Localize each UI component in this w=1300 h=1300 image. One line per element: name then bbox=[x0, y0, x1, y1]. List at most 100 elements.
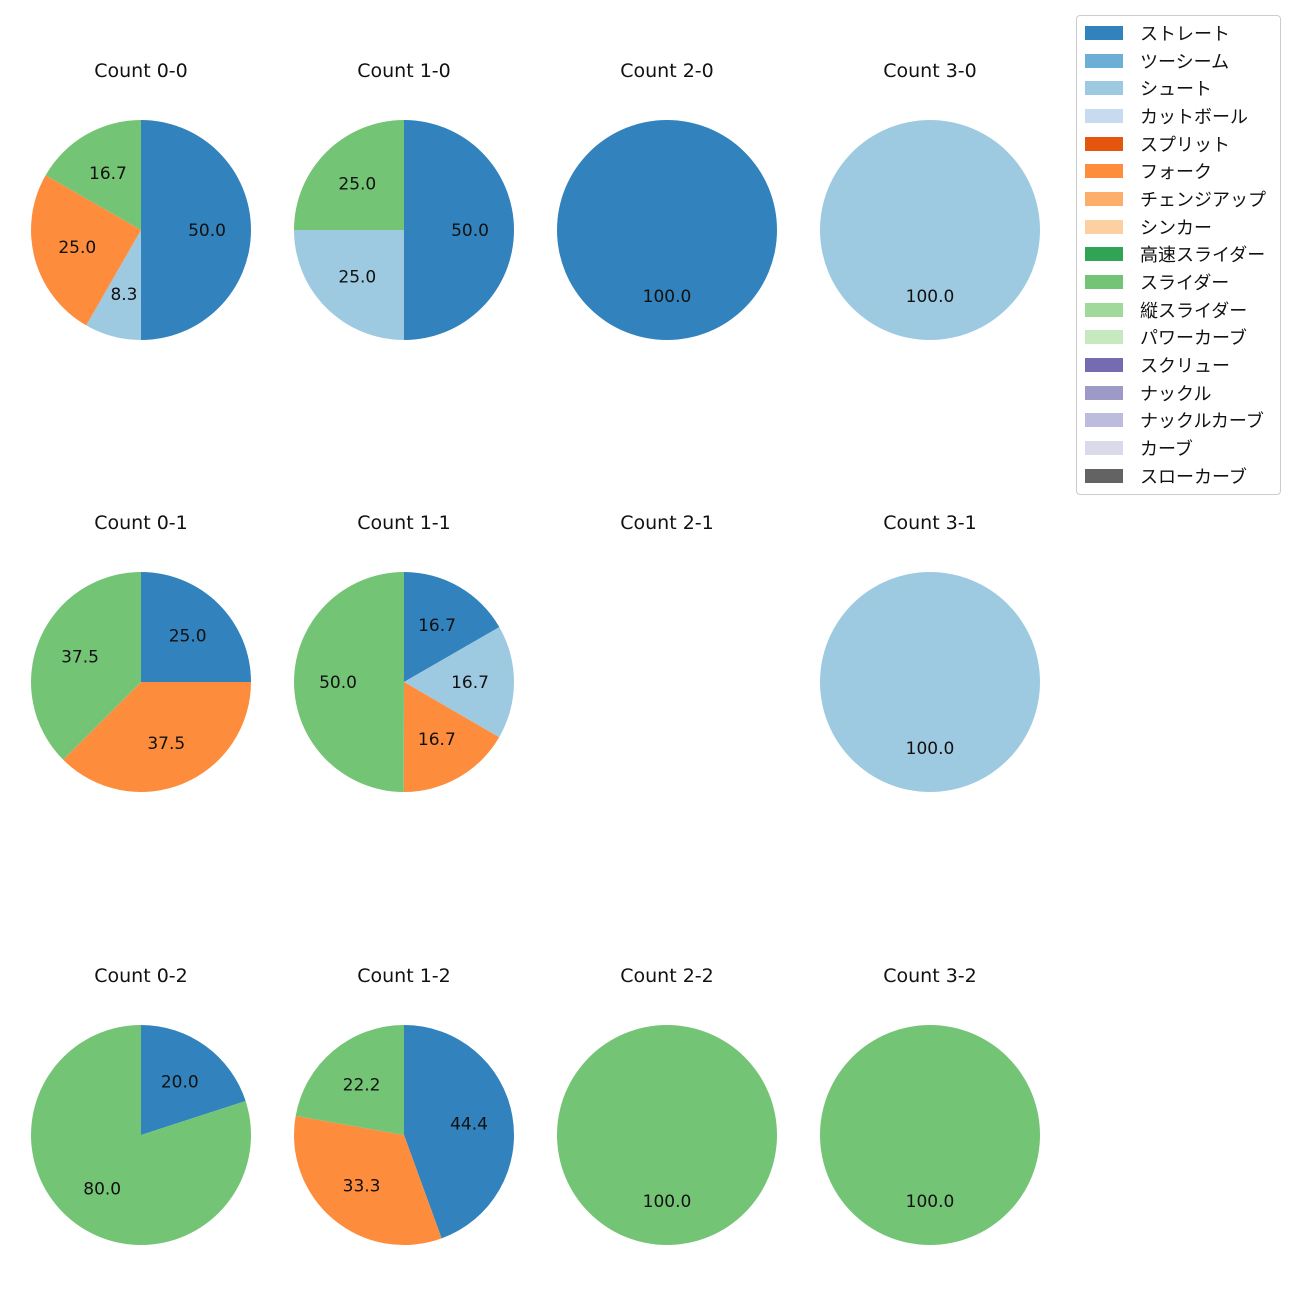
slice-label: 50.0 bbox=[451, 221, 489, 241]
pie-slice bbox=[295, 1025, 404, 1135]
legend-label: シンカー bbox=[1140, 217, 1212, 239]
slice-label: 25.0 bbox=[338, 174, 376, 194]
pie-title: Count 0-2 bbox=[94, 965, 188, 987]
slice-label: 22.2 bbox=[343, 1075, 381, 1095]
legend-swatch bbox=[1085, 53, 1123, 68]
slice-label: 16.7 bbox=[418, 730, 456, 750]
legend-item: ナックル bbox=[1077, 379, 1280, 407]
pie-slice bbox=[820, 572, 1040, 792]
legend-swatch bbox=[1085, 164, 1123, 179]
pie-title: Count 2-2 bbox=[620, 965, 714, 987]
legend-item: ストレート bbox=[1077, 19, 1280, 47]
pie-title: Count 2-0 bbox=[620, 60, 714, 82]
legend-item: カットボール bbox=[1077, 102, 1280, 130]
pie-title: Count 0-0 bbox=[94, 60, 188, 82]
pie-slice bbox=[86, 230, 141, 340]
slice-label: 25.0 bbox=[58, 238, 96, 258]
legend-item: スプリット bbox=[1077, 130, 1280, 158]
pie-slice bbox=[30, 175, 142, 326]
legend-swatch bbox=[1085, 136, 1123, 151]
pie-slice bbox=[45, 120, 141, 230]
slice-label: 80.0 bbox=[83, 1179, 121, 1199]
legend-item: スローカーブ bbox=[1077, 462, 1280, 490]
pie-slice bbox=[293, 1115, 442, 1245]
legend-item: 縦スライダー bbox=[1077, 296, 1280, 324]
slice-label: 50.0 bbox=[319, 673, 357, 693]
legend-item: ツーシーム bbox=[1077, 47, 1280, 75]
legend-label: 縦スライダー bbox=[1140, 300, 1248, 322]
legend-swatch bbox=[1085, 81, 1123, 96]
pie-slice bbox=[404, 120, 514, 340]
slice-label: 100.0 bbox=[643, 1192, 692, 1212]
legend-label: フォーク bbox=[1140, 162, 1212, 184]
pie-slice bbox=[141, 1025, 246, 1135]
pie-slice bbox=[820, 1025, 1040, 1245]
slice-label: 100.0 bbox=[906, 1192, 955, 1212]
slice-label: 100.0 bbox=[906, 739, 955, 759]
legend-label: スローカーブ bbox=[1140, 466, 1247, 488]
legend-swatch bbox=[1085, 441, 1123, 456]
legend-item: チェンジアップ bbox=[1077, 185, 1280, 213]
pie-count-0-2: Count 0-2 20.0 80.0 bbox=[30, 965, 251, 1245]
pie-slice bbox=[294, 230, 404, 340]
pie-slice bbox=[294, 572, 404, 792]
legend-label: ナックル bbox=[1140, 383, 1212, 405]
legend-swatch bbox=[1085, 275, 1123, 290]
pie-slice bbox=[141, 120, 251, 340]
legend-label: パワーカーブ bbox=[1140, 328, 1247, 350]
pie-slice bbox=[820, 120, 1040, 340]
legend-label: ストレート bbox=[1140, 23, 1230, 45]
pie-title: Count 3-0 bbox=[883, 60, 977, 82]
slice-label: 25.0 bbox=[338, 268, 376, 288]
pie-count-1-0: Count 1-0 50.0 25.0 25.0 bbox=[294, 60, 514, 340]
legend-swatch bbox=[1085, 330, 1123, 345]
pie-title: Count 1-1 bbox=[357, 512, 451, 534]
pie-count-2-2: Count 2-2 100.0 bbox=[557, 965, 777, 1245]
pie-title: Count 0-1 bbox=[94, 512, 188, 534]
pie-count-0-0: Count 0-0 50.0 8.3 25.0 16.7 bbox=[30, 60, 251, 340]
legend-swatch bbox=[1085, 413, 1123, 428]
legend-label: カーブ bbox=[1140, 439, 1193, 461]
pie-slice bbox=[141, 572, 251, 682]
pie-slice bbox=[404, 1025, 514, 1239]
slice-label: 37.5 bbox=[61, 648, 99, 668]
legend-label: カットボール bbox=[1140, 106, 1248, 128]
legend-item: スライダー bbox=[1077, 268, 1280, 296]
pie-slice bbox=[557, 1025, 777, 1245]
legend-item: カーブ bbox=[1077, 434, 1280, 462]
slice-label: 100.0 bbox=[906, 287, 955, 307]
legend-label: チェンジアップ bbox=[1140, 189, 1266, 211]
slice-label: 16.7 bbox=[89, 164, 127, 184]
pie-slice bbox=[404, 627, 514, 738]
slice-label: 44.4 bbox=[450, 1115, 488, 1135]
legend-item: パワーカーブ bbox=[1077, 324, 1280, 352]
pie-title: Count 1-0 bbox=[357, 60, 451, 82]
slice-label: 25.0 bbox=[169, 626, 207, 646]
pie-count-2-0: Count 2-0 100.0 bbox=[557, 60, 777, 340]
legend-item: ナックルカーブ bbox=[1077, 407, 1280, 435]
slice-label: 8.3 bbox=[110, 285, 137, 305]
pie-count-1-2: Count 1-2 44.4 33.3 22.2 bbox=[293, 965, 514, 1245]
legend-swatch bbox=[1085, 219, 1123, 234]
pie-count-2-1: Count 2-1 bbox=[620, 512, 714, 534]
legend-swatch bbox=[1085, 468, 1123, 483]
slice-label: 16.7 bbox=[451, 673, 489, 693]
pie-count-3-2: Count 3-2 100.0 bbox=[820, 965, 1040, 1245]
legend-item: シュート bbox=[1077, 74, 1280, 102]
pie-count-1-1: Count 1-1 16.7 16.7 16.7 50.0 bbox=[294, 512, 514, 792]
pie-title: Count 2-1 bbox=[620, 512, 714, 534]
legend-swatch bbox=[1085, 358, 1123, 373]
legend-item: 高速スライダー bbox=[1077, 241, 1280, 269]
legend-label: スプリット bbox=[1140, 134, 1230, 156]
slice-label: 33.3 bbox=[343, 1177, 381, 1197]
pie-count-0-1: Count 0-1 25.0 37.5 37.5 bbox=[31, 512, 251, 792]
legend-label: 高速スライダー bbox=[1140, 245, 1266, 267]
slice-label: 100.0 bbox=[643, 287, 692, 307]
pie-count-3-0: Count 3-0 100.0 bbox=[820, 60, 1040, 340]
legend-label: スクリュー bbox=[1140, 356, 1230, 378]
legend-item: スクリュー bbox=[1077, 351, 1280, 379]
legend-label: ツーシーム bbox=[1140, 51, 1230, 73]
pie-slice bbox=[403, 682, 500, 792]
pie-slice bbox=[63, 682, 251, 792]
